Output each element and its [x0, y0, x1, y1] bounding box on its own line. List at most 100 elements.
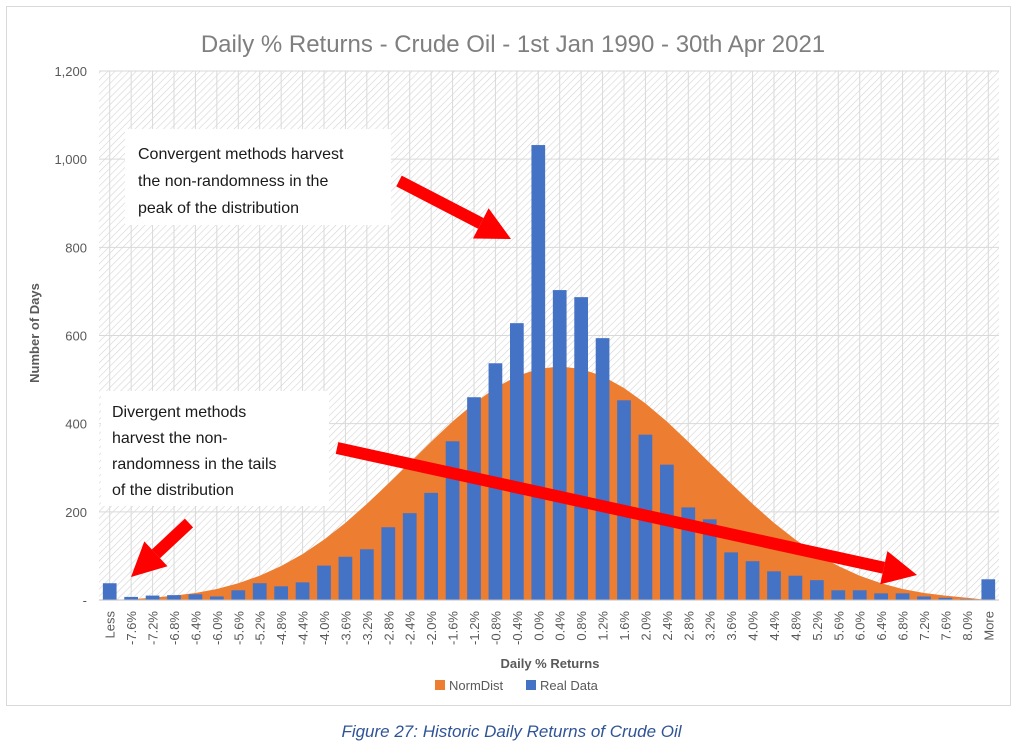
y-axis-label: Number of Days [27, 283, 42, 383]
bar--2.0% [424, 492, 438, 600]
bar-More [981, 579, 996, 600]
x-tick-label: -7.6% [124, 611, 139, 645]
arrow-left-tail-shaft [151, 518, 194, 559]
bar-7.6% [938, 597, 953, 600]
chart-frame: Daily % Returns - Crude Oil - 1st Jan 19… [6, 6, 1011, 706]
bar-5.2% [810, 580, 824, 600]
y-tick-label: 800 [65, 240, 87, 255]
chart-title: Daily % Returns - Crude Oil - 1st Jan 19… [201, 31, 825, 58]
x-tick-label: 2.0% [638, 611, 653, 641]
x-tick-label: -4.8% [274, 611, 289, 645]
bar--7.2% [145, 595, 160, 600]
bar-0.0% [531, 145, 546, 600]
x-tick-label: 5.6% [831, 611, 846, 641]
annotation-box-divergent [101, 391, 329, 506]
bar-Less [102, 583, 117, 600]
arrow-peak-shaft [396, 175, 484, 229]
x-tick-label: 6.4% [874, 611, 889, 641]
bar-7.2% [917, 596, 931, 600]
x-tick-label: More [981, 611, 996, 641]
arrow-peak-head [473, 208, 511, 239]
x-tick-label: -6.0% [210, 611, 225, 645]
x-tick-label: 4.4% [767, 611, 782, 641]
bar--4.8% [274, 586, 288, 600]
bar-2.4% [660, 464, 674, 600]
bar--3.2% [360, 549, 374, 600]
x-tick-label: -2.0% [424, 611, 439, 645]
x-tick-label: -5.2% [253, 611, 268, 645]
x-tick-label: -3.2% [360, 611, 375, 645]
bar-5.6% [831, 590, 846, 600]
y-tick-label: - [83, 593, 87, 608]
bar-4.8% [788, 575, 803, 600]
legend-label: NormDist [449, 678, 504, 693]
x-tick-label: -6.4% [188, 611, 203, 645]
bar--6.0% [210, 596, 224, 600]
legend-swatch [526, 680, 536, 690]
x-tick-label: 7.6% [938, 611, 953, 641]
y-tick-label: 200 [65, 505, 87, 520]
bar--6.4% [188, 594, 203, 600]
y-tick-label: 400 [65, 417, 87, 432]
x-tick-label: 0.8% [574, 611, 589, 641]
x-tick-label: 4.8% [788, 611, 803, 641]
x-tick-label: 5.2% [810, 611, 825, 641]
annotation-box-convergent [125, 129, 391, 225]
x-tick-label: -2.4% [403, 611, 418, 645]
arrow-right-tail-shaft [335, 442, 886, 574]
x-tick-label: -3.6% [338, 611, 353, 645]
annotation-text-convergent: peak of the distribution [138, 200, 299, 217]
y-tick-label: 1,200 [54, 64, 87, 79]
annotation-text-divergent: Divergent methods [112, 404, 246, 421]
annotation-text-convergent: Convergent methods harvest [138, 146, 344, 163]
annotation-text-divergent: harvest the non- [112, 430, 228, 447]
axes: - 200 400 600 800 1,000 1,200 Less -7.6% -7.2% -6.… [54, 64, 999, 645]
bar--1.2% [467, 397, 481, 600]
bar--5.2% [252, 583, 267, 600]
x-tick-label: -1.2% [467, 611, 482, 645]
bar--4.4% [295, 582, 310, 600]
x-tick-label: 6.0% [853, 611, 868, 641]
x-tick-label: -2.8% [381, 611, 396, 645]
bar-0.8% [574, 297, 588, 600]
x-tick-label: 0.4% [553, 611, 568, 641]
bar-1.2% [595, 338, 610, 600]
bar--3.6% [338, 556, 353, 600]
x-tick-label: 1.6% [617, 611, 632, 641]
legend-swatch [435, 680, 445, 690]
bar--5.6% [231, 590, 246, 600]
bar-0.4% [552, 290, 567, 600]
arrow-left-tail-head [131, 541, 168, 577]
x-tick-label: 2.8% [681, 611, 696, 641]
bar-4.0% [745, 561, 760, 600]
x-tick-label: 2.4% [660, 611, 675, 641]
x-tick-label: 7.2% [917, 611, 932, 641]
x-tick-label: 0.0% [531, 611, 546, 641]
x-tick-label: 3.6% [724, 611, 739, 641]
x-tick-label: -5.6% [231, 611, 246, 645]
arrow-right-tail-head [880, 551, 917, 585]
bar--2.8% [381, 527, 396, 600]
x-tick-label: 6.8% [896, 611, 911, 641]
annotation-text-divergent: randomness in the tails [112, 456, 277, 473]
annotation-text-divergent: of the distribution [112, 482, 234, 499]
x-tick-label: -4.0% [317, 611, 332, 645]
bar-6.8% [895, 593, 910, 600]
x-tick-label: Less [103, 611, 118, 639]
x-tick-label: -0.4% [510, 611, 525, 645]
bar--0.4% [510, 323, 524, 600]
x-tick-label: -7.2% [146, 611, 161, 645]
figure-caption: Figure 27: Historic Daily Returns of Cru… [341, 722, 682, 741]
annotation-text-convergent: the non-randomness in the [138, 173, 328, 190]
real-data-bars [102, 145, 996, 600]
annotations: Convergent methods harvest the non-random… [101, 129, 917, 585]
legend: NormDist Real Data [435, 678, 599, 693]
x-tick-label: 4.0% [746, 611, 761, 641]
bar-3.2% [702, 519, 717, 600]
x-axis-label: Daily % Returns [501, 656, 600, 671]
bar--1.6% [445, 441, 460, 600]
x-tick-label: -1.6% [446, 611, 461, 645]
x-tick-label: -4.4% [296, 611, 311, 645]
bar-6.4% [874, 593, 888, 600]
bar-1.6% [617, 400, 631, 600]
